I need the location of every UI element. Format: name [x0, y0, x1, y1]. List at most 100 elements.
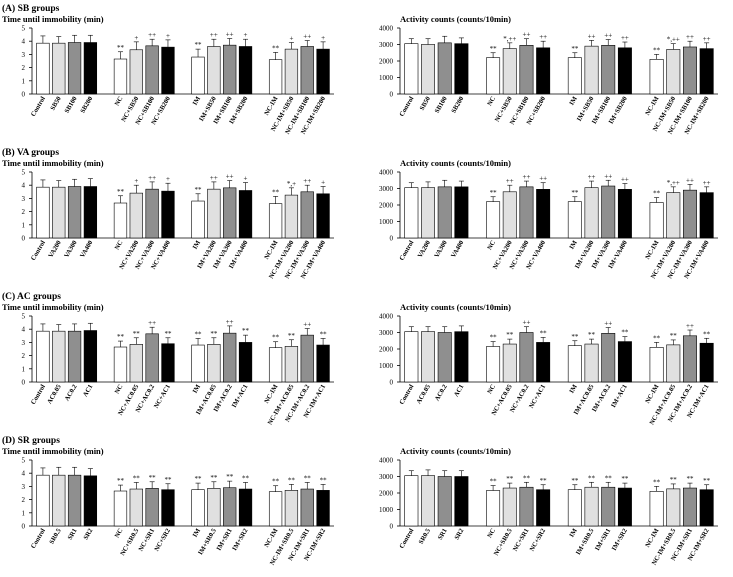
y-tick-label: 0 — [390, 523, 394, 531]
y-tick-label: 4 — [22, 38, 26, 46]
bar — [268, 59, 283, 95]
bar — [567, 57, 582, 95]
bar — [284, 490, 299, 527]
y-tick-label: 2 — [22, 352, 26, 360]
category-label: NC-IM — [644, 527, 661, 549]
y-tick-label: 4000 — [379, 25, 394, 33]
category-label: NC — [114, 239, 125, 251]
significance-label: ++ — [523, 319, 531, 327]
y-tick-label: 3 — [22, 339, 26, 347]
significance-label: ++ — [621, 34, 629, 42]
bar — [682, 46, 697, 95]
bar — [666, 192, 681, 239]
bar — [601, 45, 616, 95]
bar — [617, 47, 632, 95]
bar — [601, 185, 616, 239]
category-label: VA400 — [450, 239, 466, 259]
category-label: Control — [30, 383, 47, 406]
significance-label: ** — [117, 188, 125, 196]
category-label: Control — [398, 383, 415, 406]
category-label: Control — [398, 527, 415, 550]
category-label: SB200 — [450, 95, 465, 115]
category-label: VA300 — [63, 239, 79, 259]
significance-label: ++ — [148, 31, 156, 39]
bar — [223, 332, 237, 383]
y-tick-label: 5 — [22, 313, 26, 321]
bar — [601, 333, 616, 383]
significance-label: ** — [288, 476, 296, 484]
bar — [454, 43, 469, 95]
time-panel-1: Time until immobility (min) 0 1 2 3 4 5 Control… — [2, 14, 334, 136]
bar — [207, 488, 221, 527]
significance-label: ** — [621, 475, 629, 483]
significance-label: ** — [490, 45, 498, 53]
significance-label: ** — [490, 478, 498, 486]
significance-label: ** — [588, 474, 596, 482]
panel-title: Time until immobility (min) — [2, 158, 104, 168]
category-label: IM — [568, 527, 579, 539]
significance-label: ** — [540, 477, 548, 485]
category-label: IM+AC1 — [610, 384, 629, 409]
bar — [268, 347, 283, 383]
significance-label: ** — [571, 477, 579, 485]
significance-label: *,++ — [667, 179, 680, 187]
category-label: IM+SR1 — [594, 528, 612, 553]
significance-label: ** — [490, 334, 498, 342]
bar — [649, 347, 664, 383]
bar — [666, 49, 681, 95]
bar — [617, 487, 632, 527]
bar — [584, 486, 599, 527]
bar — [519, 332, 534, 383]
y-tick-label: 3 — [22, 483, 26, 491]
bar — [36, 42, 50, 95]
bar — [682, 487, 697, 527]
bar — [437, 186, 452, 239]
bar — [191, 200, 205, 239]
category-label: IM+SR2 — [611, 527, 630, 552]
category-label: IM — [192, 239, 203, 251]
y-tick-label: 3 — [22, 195, 26, 203]
significance-label: ** — [320, 330, 328, 338]
significance-label: + — [134, 177, 138, 185]
bar — [284, 48, 299, 95]
bar — [268, 203, 283, 239]
significance-label: ++ — [604, 320, 612, 328]
significance-label: ++ — [686, 176, 694, 184]
bar — [161, 489, 175, 527]
bar — [649, 202, 664, 239]
bar — [584, 343, 599, 383]
bar — [421, 331, 436, 383]
bar — [238, 46, 253, 95]
y-tick-label: 1000 — [379, 218, 394, 226]
category-label: NC-IM — [263, 383, 280, 405]
bar — [83, 475, 98, 527]
significance-label: ** — [195, 186, 203, 194]
significance-label: ++ — [303, 321, 311, 329]
y-tick-label: 5 — [22, 25, 26, 33]
bar — [300, 191, 314, 239]
bar — [404, 187, 419, 239]
significance-label: ++ — [226, 173, 234, 181]
category-label: NC-IM — [644, 239, 661, 261]
bar — [207, 46, 221, 95]
significance-label: ** — [304, 474, 312, 482]
y-tick-label: 1000 — [379, 506, 394, 514]
significance-label: ** — [164, 476, 172, 484]
significance-label: ** — [242, 327, 250, 335]
category-label: NC+SR2 — [153, 527, 172, 553]
significance-label: ** — [670, 332, 678, 340]
bar — [567, 201, 582, 239]
significance-label: + — [321, 34, 325, 42]
y-tick-label: 4 — [22, 326, 26, 334]
significance-label: ++ — [506, 177, 514, 185]
activity-panel-3: Activity counts (counts/10min) 0 1000 2000 3… — [379, 302, 718, 426]
category-label: SR0.5 — [48, 527, 63, 546]
significance-label: ++ — [303, 177, 311, 185]
y-tick-label: 2 — [22, 496, 26, 504]
activity-panel-1: Activity counts (counts/10min) 0 1000 2000 3… — [379, 14, 718, 136]
y-tick-label: 3000 — [379, 329, 394, 337]
y-tick-label: 3000 — [379, 185, 394, 193]
significance-label: ** — [703, 477, 711, 485]
time-panel-3: Time until immobility (min) 0 1 2 3 4 5 Control… — [2, 302, 334, 426]
y-tick-label: 1 — [22, 509, 26, 517]
